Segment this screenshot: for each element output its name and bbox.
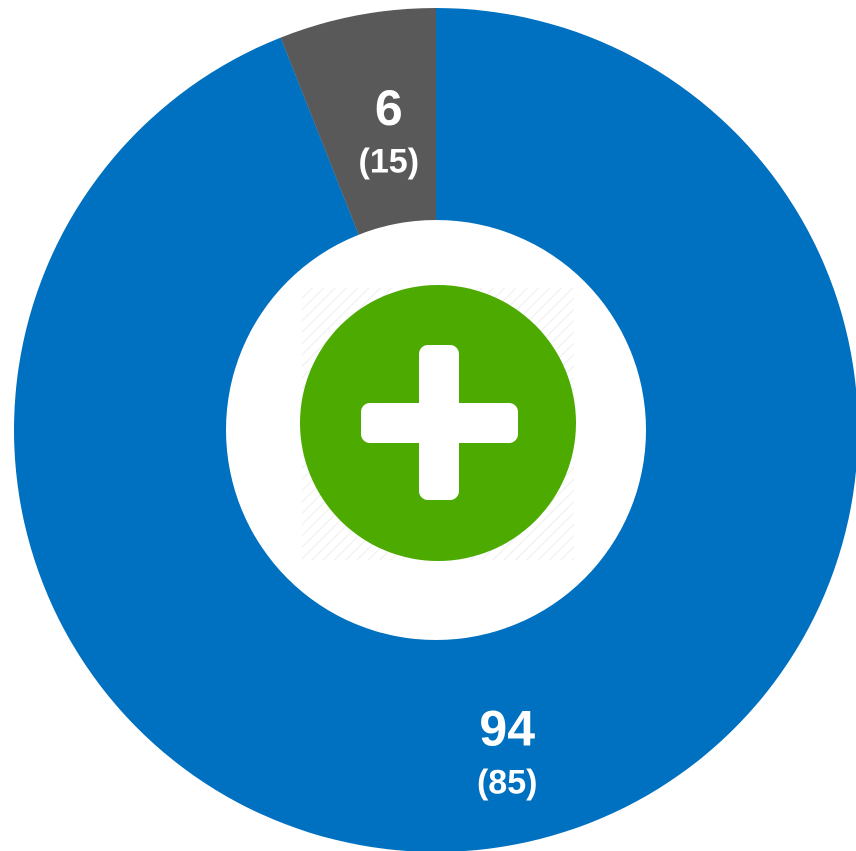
value-label: 6 <box>375 80 403 136</box>
labels: 94 (85) 6 (15) <box>359 80 538 802</box>
compare-label: (85) <box>477 763 537 801</box>
plus-vertical <box>419 345 459 500</box>
compare-label: (15) <box>359 143 419 181</box>
value-label: 94 <box>479 701 535 757</box>
